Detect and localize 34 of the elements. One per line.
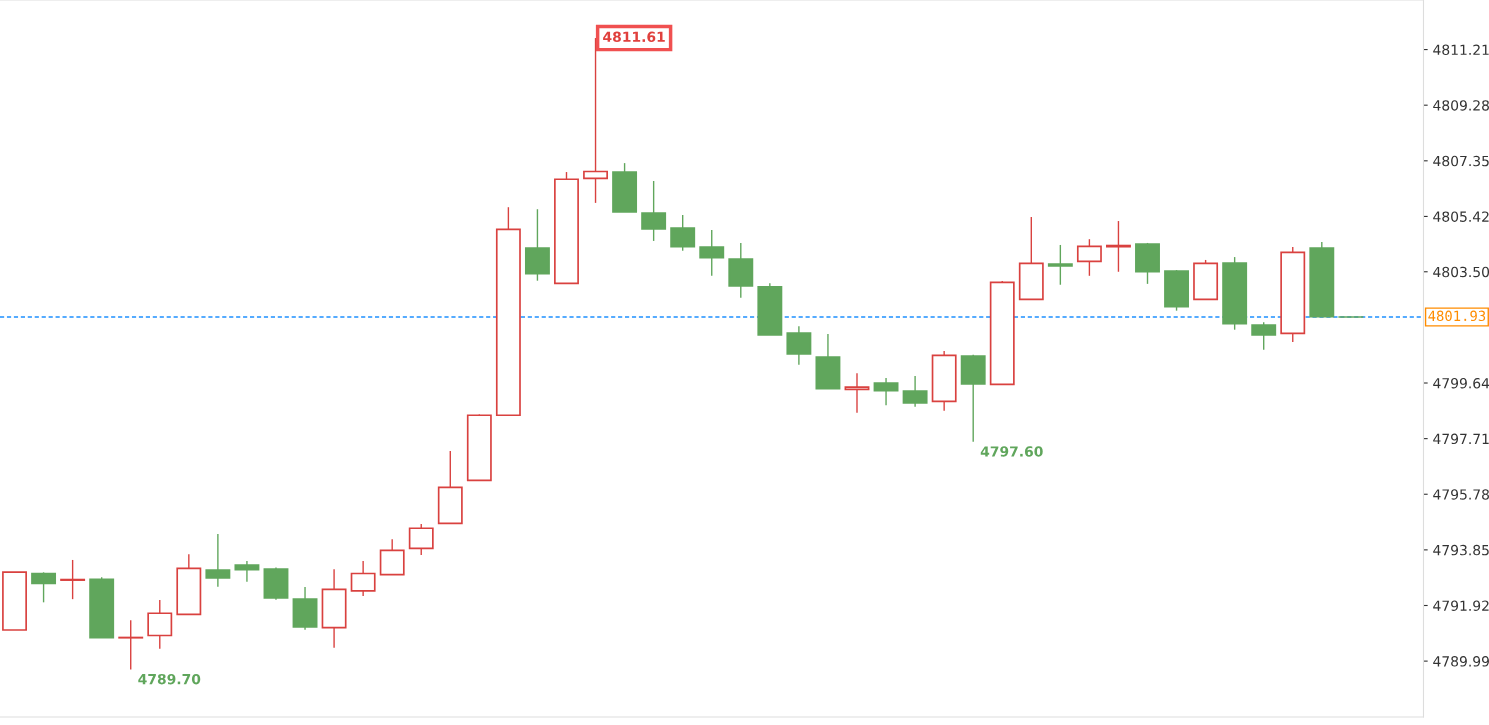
candlestick xyxy=(786,325,812,366)
candlestick xyxy=(60,559,86,600)
candlestick xyxy=(1105,220,1131,273)
y-tick-label: 4791.92 xyxy=(1433,600,1489,611)
candlestick xyxy=(205,533,231,588)
y-tick-label: 4807.35 xyxy=(1433,155,1489,167)
candlestick xyxy=(1251,321,1277,351)
candlestick xyxy=(234,560,260,583)
y-tick-label: 4809.28 xyxy=(1433,100,1489,111)
annotation: 4789.70 xyxy=(138,673,201,685)
candlestick xyxy=(1076,238,1102,277)
y-tick-label: 4811.21 xyxy=(1433,44,1489,56)
candlestick xyxy=(118,619,144,671)
annotation: 4811.61 xyxy=(603,31,665,43)
candlestick xyxy=(699,229,725,277)
candlestick xyxy=(147,599,173,650)
ref-line-label: 4801.93 xyxy=(1428,310,1486,322)
y-tick-label: 4797.71 xyxy=(1433,433,1489,445)
y-tick-label: 4799.64 xyxy=(1433,377,1489,389)
candlestick xyxy=(902,375,928,408)
candlestick xyxy=(1047,244,1073,286)
candlestick xyxy=(670,214,696,252)
candlestick xyxy=(408,523,434,556)
candlestick xyxy=(641,180,667,242)
y-tick-label: 4795.78 xyxy=(1433,489,1489,500)
y-tick-label: 4789.99 xyxy=(1433,656,1489,667)
candlestick xyxy=(350,560,376,597)
y-tick-label: 4793.85 xyxy=(1433,544,1489,556)
y-tick-label: 4803.50 xyxy=(1433,266,1489,278)
y-tick-label: 4805.42 xyxy=(1433,211,1489,222)
annotation: 4797.60 xyxy=(980,446,1043,457)
candlestick xyxy=(31,571,57,604)
candlestick xyxy=(844,372,870,414)
candlestick xyxy=(873,377,899,406)
